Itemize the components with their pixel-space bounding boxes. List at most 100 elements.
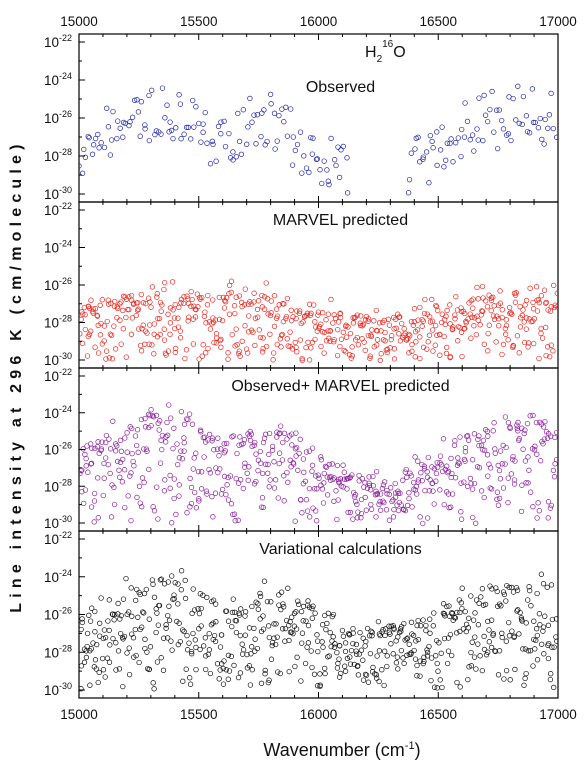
data-point: [426, 332, 433, 338]
data-point: [176, 455, 183, 461]
data-point: [79, 316, 84, 323]
data-point: [485, 433, 491, 439]
data-point: [120, 456, 126, 463]
data-point: [326, 653, 332, 659]
data-point: [98, 595, 104, 601]
data-point: [323, 626, 329, 633]
data-point: [87, 618, 94, 624]
data-point: [535, 297, 542, 303]
data-point: [374, 675, 380, 681]
data-point: [530, 412, 536, 419]
data-point: [117, 317, 123, 323]
data-point: [356, 472, 362, 479]
data-point: [310, 505, 316, 511]
data-point: [216, 453, 222, 459]
data-point: [358, 515, 364, 521]
data-point: [541, 287, 548, 293]
data-point: [534, 657, 541, 663]
data-point: [417, 673, 423, 679]
data-point: [501, 591, 508, 598]
data-point: [107, 446, 114, 452]
data-point: [357, 629, 363, 636]
data-point: [424, 346, 430, 352]
data-point: [254, 112, 260, 118]
data-point: [204, 594, 210, 601]
data-point: [533, 419, 540, 426]
data-point: [301, 469, 307, 475]
data-point: [496, 495, 503, 502]
x-tick-label-bottom: 15000: [60, 707, 98, 722]
data-point: [153, 412, 160, 419]
data-point: [193, 644, 199, 651]
data-point: [206, 466, 212, 473]
data-point: [523, 315, 530, 321]
data-point: [224, 482, 230, 488]
data-point: [406, 495, 412, 502]
data-point: [202, 109, 208, 116]
data-point: [261, 107, 267, 113]
data-point: [506, 304, 513, 311]
data-point: [371, 318, 377, 324]
data-point: [409, 348, 415, 354]
data-point: [543, 324, 549, 331]
data-point: [388, 336, 394, 343]
data-point: [185, 416, 191, 423]
data-point: [181, 628, 187, 635]
data-point: [335, 660, 341, 667]
data-point: [146, 666, 152, 673]
data-point: [285, 585, 291, 591]
data-point: [147, 322, 153, 328]
data-point: [374, 490, 381, 497]
data-point: [268, 310, 274, 316]
data-point: [304, 312, 310, 319]
data-point: [276, 431, 282, 437]
data-point: [382, 648, 388, 654]
data-point: [374, 328, 380, 334]
data-point: [368, 487, 374, 493]
data-point: [244, 141, 250, 147]
data-point: [181, 294, 187, 300]
data-point: [457, 684, 463, 690]
data-point: [343, 349, 349, 355]
data-point: [355, 342, 362, 348]
data-point: [236, 610, 242, 616]
data-point: [240, 107, 246, 113]
data-point: [196, 496, 202, 502]
data-point: [360, 321, 366, 328]
data-point: [334, 649, 340, 656]
data-point: [285, 479, 291, 485]
data-point: [503, 598, 509, 604]
data-point: [270, 357, 276, 363]
data-point: [402, 507, 409, 514]
data-point: [193, 104, 199, 110]
data-point: [211, 447, 217, 453]
data-point: [541, 141, 547, 147]
data-point: [542, 418, 548, 425]
data-point: [453, 140, 459, 146]
data-point: [411, 647, 417, 654]
data-point: [309, 615, 315, 621]
data-point: [284, 336, 290, 342]
data-point: [437, 453, 444, 459]
data-point: [188, 303, 194, 309]
data-point: [331, 644, 338, 650]
data-point: [376, 501, 382, 508]
data-point: [490, 294, 496, 300]
data-point: [112, 346, 119, 352]
data-point: [533, 637, 539, 644]
data-point: [281, 473, 287, 479]
data-point: [543, 300, 549, 306]
data-point: [247, 437, 254, 444]
data-point: [552, 302, 558, 308]
data-point: [178, 587, 184, 593]
data-point: [423, 627, 429, 634]
data-point: [548, 90, 554, 97]
data-point: [551, 474, 558, 480]
data-point: [129, 450, 135, 457]
data-point: [292, 446, 299, 452]
data-point: [210, 297, 216, 303]
data-point: [172, 349, 178, 356]
data-point: [462, 310, 468, 317]
data-point: [144, 448, 150, 454]
